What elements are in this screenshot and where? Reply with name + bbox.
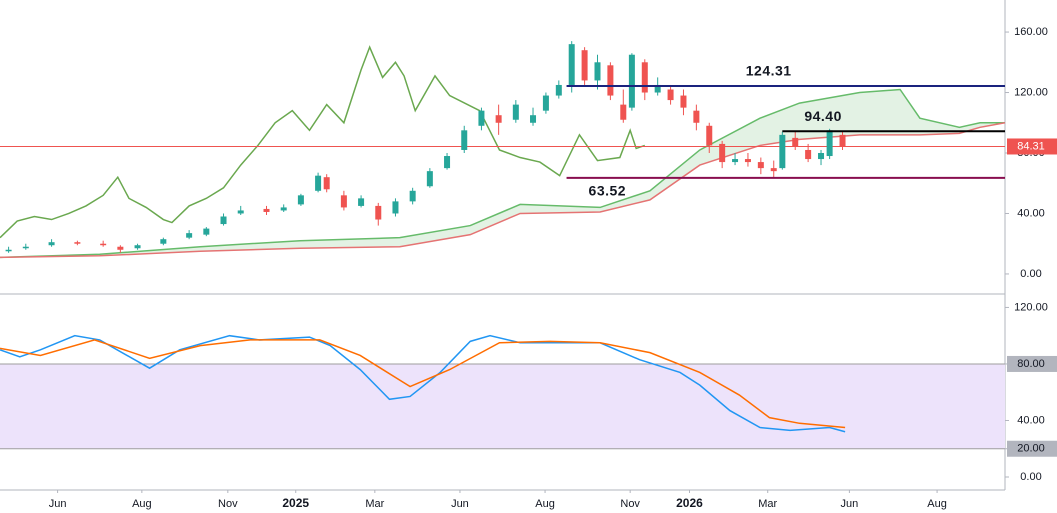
candle-body: [530, 115, 537, 123]
x-tick-label: Jun: [451, 498, 469, 510]
last-price-label: 84.31: [1017, 140, 1045, 152]
indicator-line: [0, 45, 646, 239]
x-tick-label: Aug: [132, 498, 152, 510]
x-tick-label: Nov: [620, 498, 640, 510]
x-tick-label: 2025: [282, 496, 309, 510]
candle-body: [555, 84, 562, 96]
candle-body: [5, 249, 12, 252]
candle-body: [220, 216, 227, 225]
candle-body: [160, 239, 167, 244]
band: [0, 363, 1005, 449]
oscillator-line: [0, 339, 846, 429]
y-tick-label: 20.00: [1017, 443, 1045, 455]
candle-body: [568, 44, 575, 85]
candle-body: [818, 153, 825, 160]
candle-body: [409, 190, 416, 202]
candle-body: [22, 246, 29, 249]
candle-body: [641, 62, 648, 93]
candle-body: [461, 130, 468, 150]
indicator-line: [0, 88, 1005, 259]
candle-body: [607, 65, 614, 96]
candle-body: [297, 195, 304, 205]
x-tick-label: Nov: [218, 498, 238, 510]
candle-body: [48, 242, 55, 246]
indicator-line: [0, 122, 1006, 259]
candle-body: [444, 156, 451, 169]
ichimoku-cloud: [0, 89, 1005, 258]
candle-body: [839, 134, 846, 147]
tick-label-box: [1007, 355, 1057, 372]
candle-body: [719, 143, 726, 163]
candle-body: [100, 243, 107, 246]
candle-body: [375, 205, 382, 220]
last-price-box: [1007, 138, 1057, 155]
candle-body: [706, 125, 713, 146]
candle-body: [581, 50, 588, 81]
candle-body: [323, 177, 330, 190]
x-tick-label: Jun: [49, 498, 67, 510]
candle-body: [478, 110, 485, 126]
candle-body: [805, 149, 812, 160]
candle-body: [280, 207, 287, 211]
candle-body: [426, 171, 433, 187]
candle-body: [732, 159, 739, 163]
candle-body: [620, 104, 627, 120]
candle-body: [779, 134, 786, 169]
candle-body: [680, 95, 687, 108]
candle-body: [757, 162, 764, 169]
level-label: 63.52: [589, 183, 627, 199]
x-tick-label: Mar: [365, 498, 384, 510]
candle-body: [693, 110, 700, 123]
candle-body: [134, 245, 141, 249]
y-tick-label: 40.00: [1017, 207, 1045, 219]
candle-body: [340, 195, 347, 208]
tick-label-box: [1007, 440, 1057, 457]
x-tick-label: Jun: [841, 498, 859, 510]
level-label: 94.40: [804, 108, 842, 124]
y-tick-label: 80.00: [1017, 358, 1045, 370]
candle-body: [792, 137, 799, 147]
candle-body: [117, 246, 124, 250]
candle-body: [358, 198, 365, 206]
y-tick-label: 40.00: [1017, 414, 1045, 426]
candle-body: [186, 233, 193, 238]
candle-body: [744, 159, 751, 163]
candle-body: [315, 175, 322, 191]
y-tick-label: 0.00: [1020, 268, 1041, 280]
x-tick-label: Aug: [535, 498, 555, 510]
candle-body: [770, 168, 777, 172]
candle-body: [203, 228, 210, 235]
candle-body: [826, 130, 833, 157]
candle-body: [542, 95, 549, 111]
level-label: 124.31: [746, 63, 792, 79]
candle-body: [594, 62, 601, 81]
y-tick-label: 120.00: [1014, 301, 1048, 313]
x-tick-label: 2026: [676, 496, 703, 510]
oscillator-line: [0, 334, 846, 433]
candle-body: [263, 208, 270, 212]
y-tick-label: 160.00: [1014, 26, 1048, 38]
candle-body: [667, 89, 674, 101]
x-tick-label: Mar: [758, 498, 777, 510]
candle-body: [495, 115, 502, 123]
y-tick-label: 0.00: [1020, 471, 1041, 483]
candle-body: [628, 54, 635, 108]
x-tick-label: Aug: [927, 498, 947, 510]
candle-body: [512, 104, 519, 120]
candle-body: [237, 210, 244, 214]
y-tick-label: 120.00: [1014, 86, 1048, 98]
candle-body: [74, 242, 81, 244]
candle-body: [654, 84, 661, 93]
candle-body: [392, 201, 399, 214]
